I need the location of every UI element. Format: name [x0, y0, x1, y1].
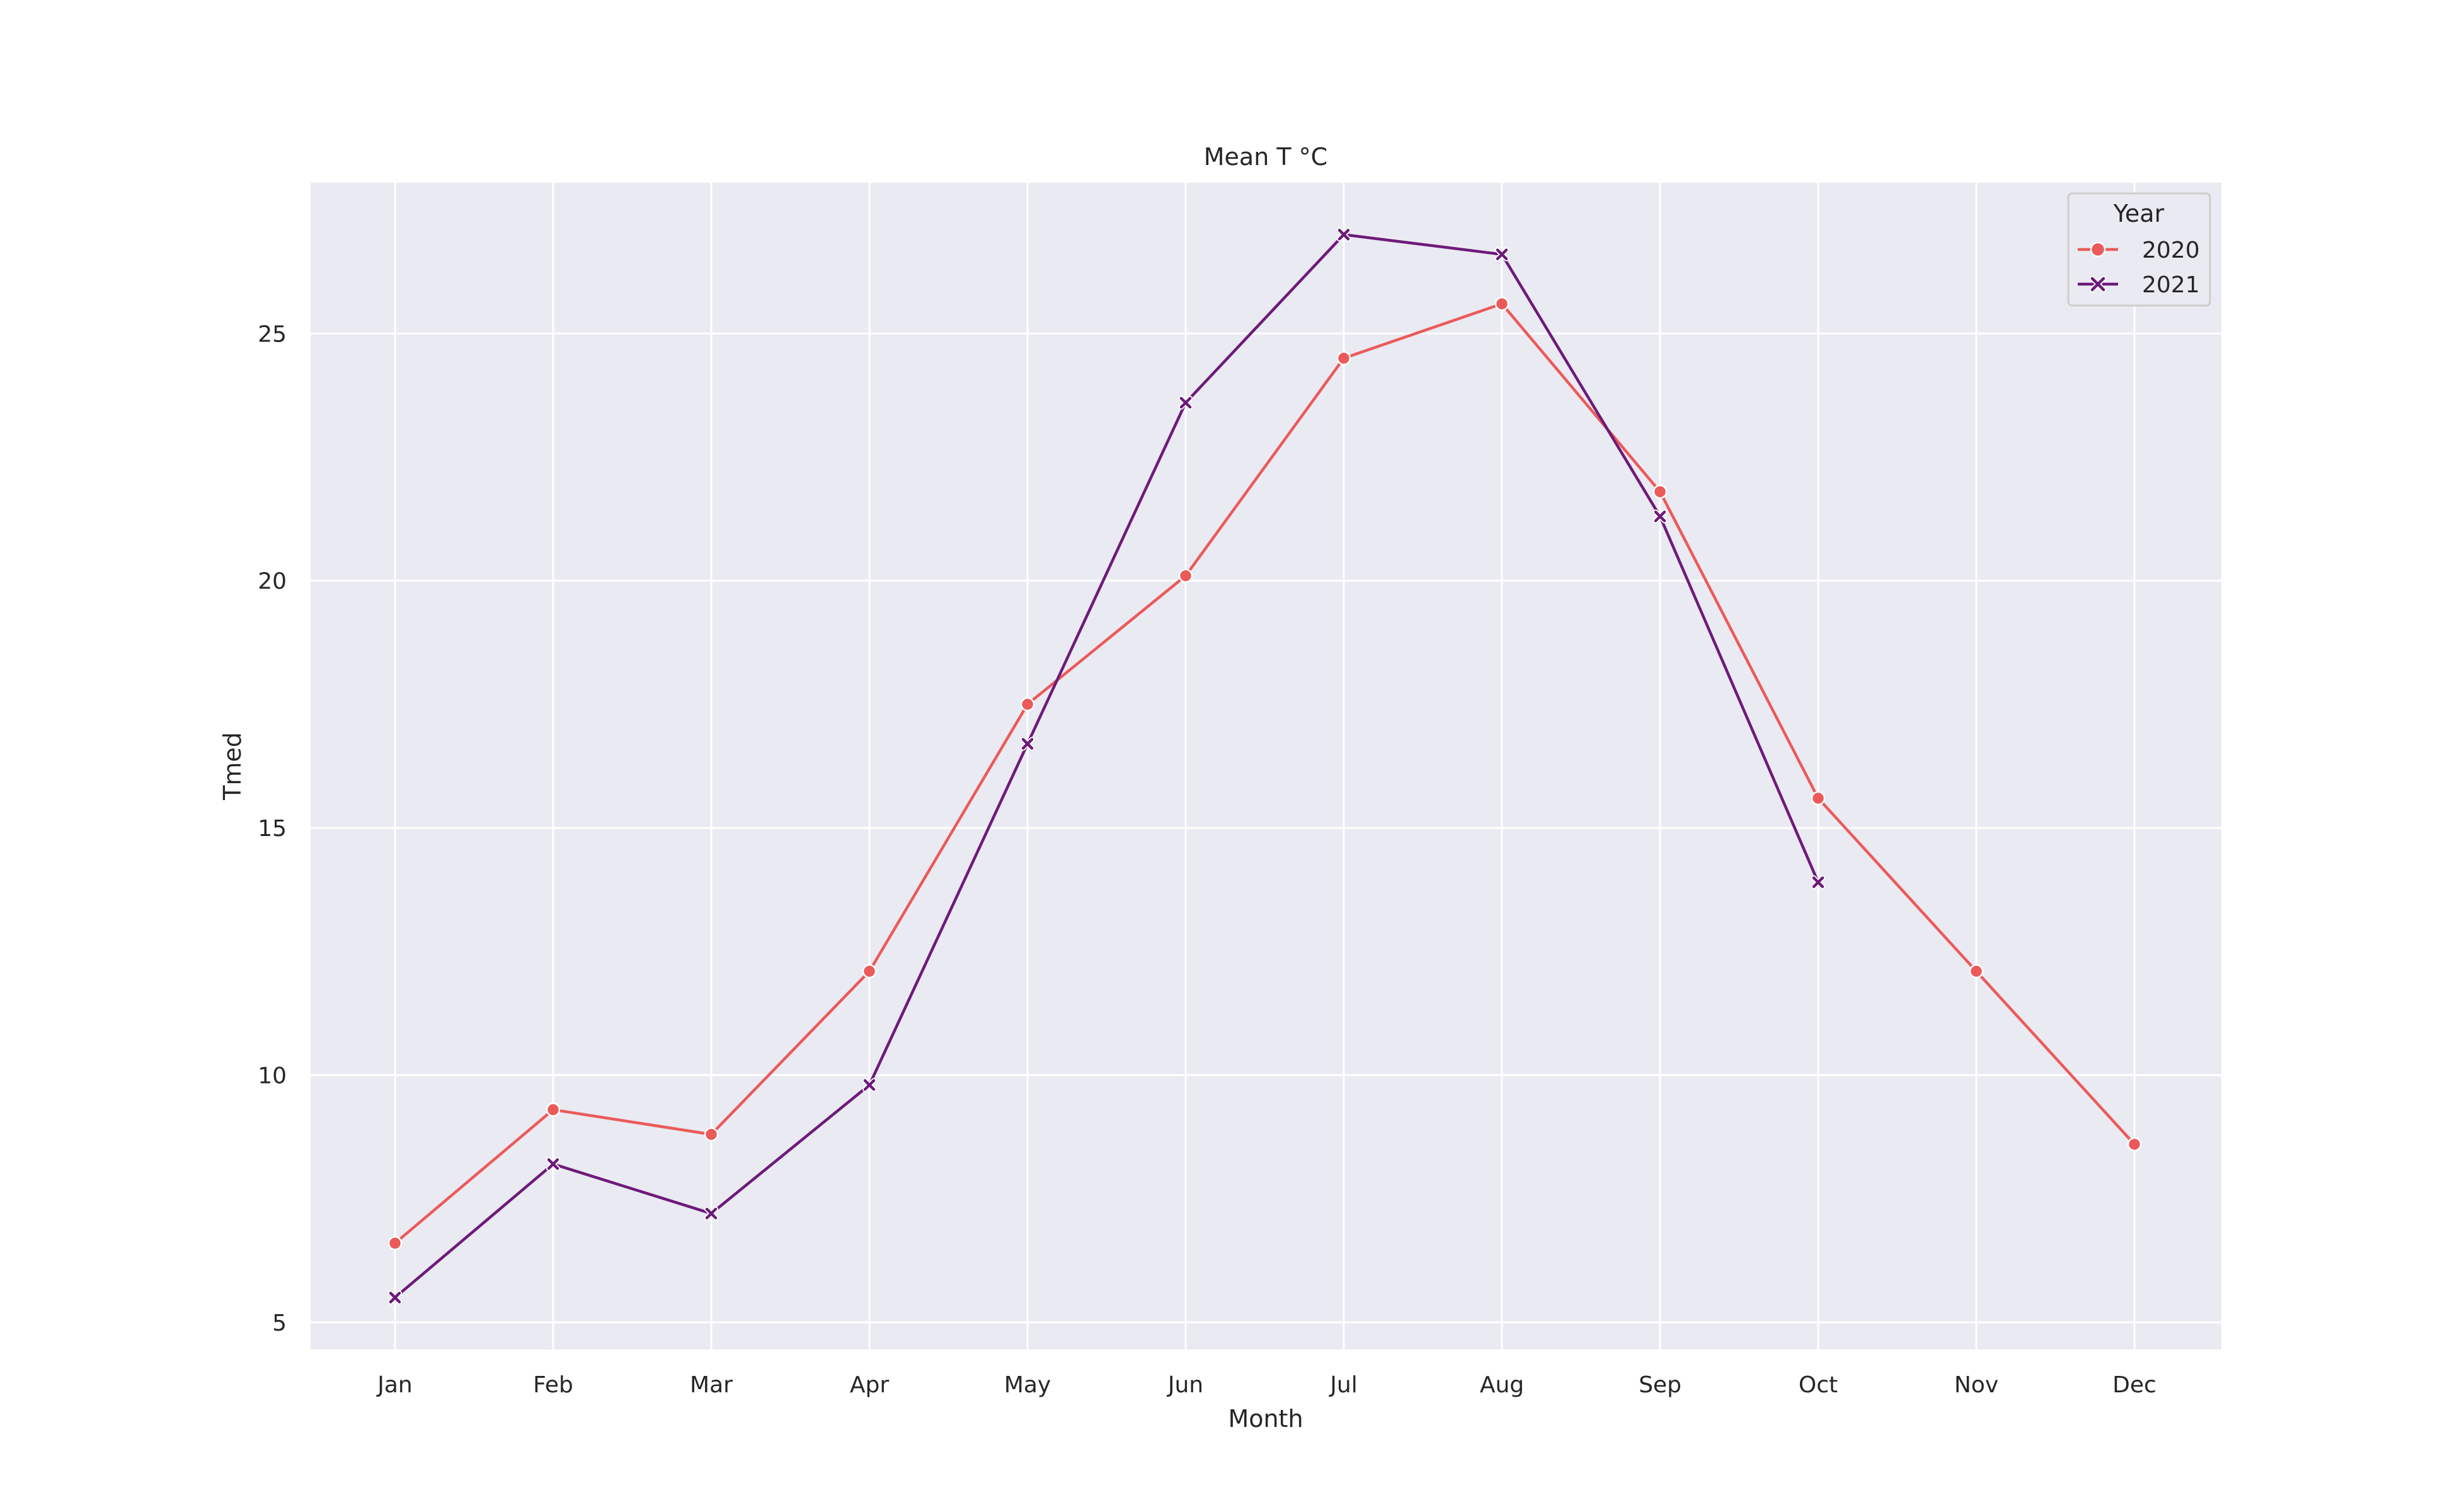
data-point — [862, 1078, 876, 1092]
data-point — [546, 1102, 561, 1117]
data-point — [1021, 736, 1034, 751]
series-2021 — [388, 227, 1825, 1305]
y-tick-label: 20 — [258, 569, 287, 595]
y-axis-label: Tmed — [219, 732, 246, 801]
data-point — [1179, 396, 1193, 410]
data-point — [704, 1206, 718, 1221]
series-layer — [387, 227, 2142, 1305]
y-tick-label: 5 — [272, 1310, 287, 1336]
series-2020 — [387, 297, 2142, 1251]
legend-entries: 2020 2021 — [2078, 238, 2200, 298]
data-point — [388, 1290, 402, 1305]
legend-label: 2021 — [2142, 272, 2200, 298]
data-point — [1969, 964, 1984, 978]
legend-title: Year — [2113, 200, 2165, 227]
x-tick-label: Sep — [1639, 1372, 1681, 1398]
data-point — [1495, 247, 1509, 261]
data-point — [1337, 227, 1351, 242]
x-tick-label: May — [1004, 1372, 1051, 1398]
x-tick-label: Feb — [533, 1372, 573, 1398]
data-point — [1811, 875, 1825, 890]
data-point — [1020, 697, 1035, 712]
x-tick-label: Oct — [1799, 1372, 1838, 1398]
data-point — [704, 1127, 719, 1142]
x-tick-label: Aug — [1480, 1372, 1524, 1398]
y-tick-label: 25 — [258, 321, 287, 347]
data-point — [2090, 276, 2106, 292]
legend-entry-2020: 2020 — [2078, 238, 2200, 263]
data-point — [1652, 484, 1668, 499]
data-point — [387, 1236, 403, 1251]
data-point — [862, 964, 877, 978]
y-tick-label: 10 — [258, 1063, 287, 1089]
series-line — [394, 302, 2136, 1245]
data-point — [1653, 509, 1667, 524]
x-tick-label: Mar — [690, 1372, 733, 1398]
legend-label: 2020 — [2142, 238, 2200, 263]
x-tick-label: Jan — [376, 1372, 413, 1398]
y-tick-label: 15 — [258, 816, 287, 842]
series-line — [394, 233, 1820, 1299]
x-tick-label: Jun — [1167, 1372, 1203, 1398]
data-point — [1178, 568, 1193, 583]
gridlines — [311, 183, 2221, 1349]
x-tick-label: Nov — [1954, 1372, 1998, 1398]
data-point — [1494, 297, 1509, 311]
x-tick-label: Apr — [850, 1372, 889, 1398]
legend: Year 2020 2021 — [2067, 192, 2211, 307]
chart-title: Mean T °C — [1204, 143, 1327, 171]
x-tick-label: Dec — [2112, 1372, 2156, 1398]
data-point — [1336, 351, 1351, 365]
plot-background — [311, 183, 2221, 1349]
data-point — [1811, 791, 1826, 806]
x-tick-label: Jul — [1329, 1372, 1357, 1398]
data-point — [2127, 1137, 2142, 1152]
axes: Jan Feb Mar Apr May Jun Jul Aug Sep Oct Nov Dec 5 10 1… — [258, 321, 2156, 1398]
data-point — [2090, 241, 2106, 258]
data-point — [546, 1157, 560, 1171]
x-axis-label: Month — [1228, 1405, 1303, 1433]
legend-entry-2021: 2021 — [2078, 272, 2200, 298]
